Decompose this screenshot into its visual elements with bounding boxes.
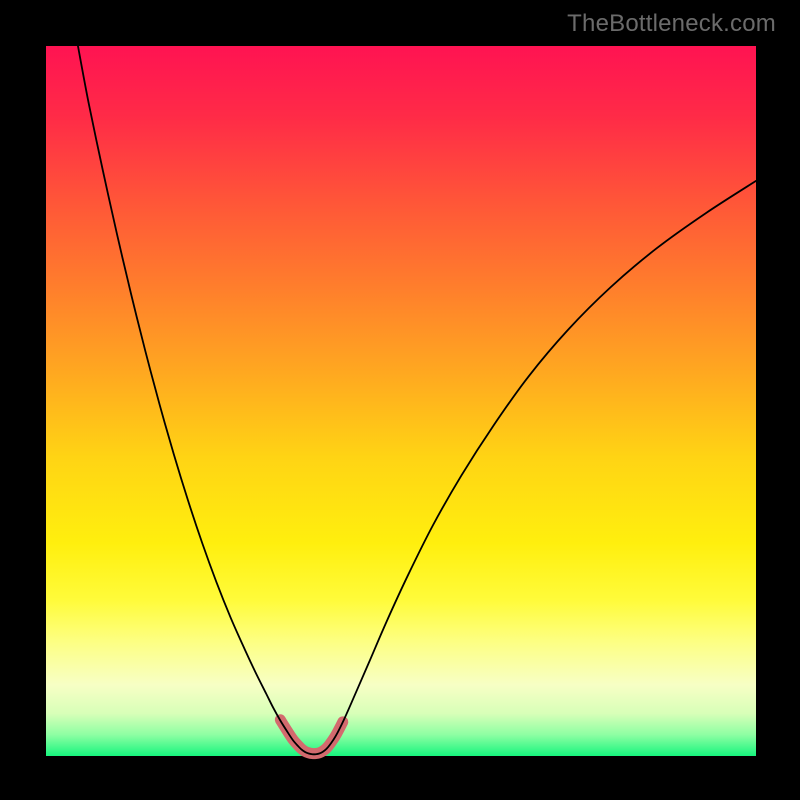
watermark-text: TheBottleneck.com: [567, 10, 776, 38]
chart-svg: [0, 0, 800, 800]
plot-background: [46, 46, 756, 756]
